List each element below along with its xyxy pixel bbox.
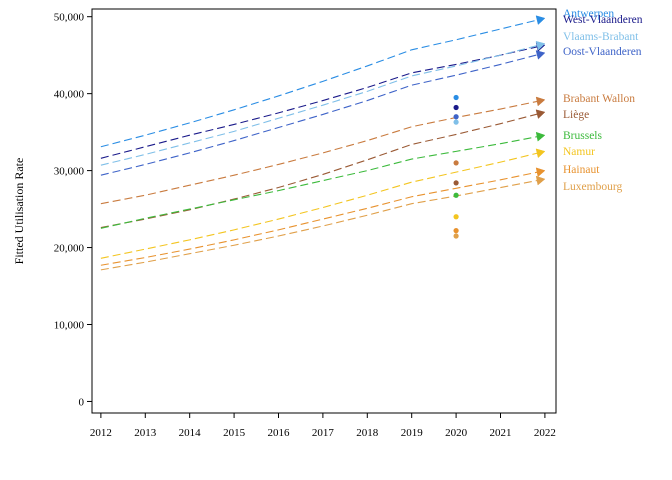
series-line	[100, 135, 540, 229]
series-arrowhead	[535, 96, 546, 107]
y-axis: 0 10,000 20,000 30,000 40,000 50,000	[54, 12, 92, 408]
series-arrowhead	[535, 148, 546, 159]
observed-point-2020	[453, 94, 459, 101]
y-axis-title: Fitted Utilisation Rate	[12, 158, 26, 265]
series-arrowhead	[535, 175, 546, 186]
series-end-label: Antwerpen	[563, 8, 614, 20]
series-line	[100, 113, 540, 229]
plot-frame	[91, 8, 557, 414]
series-end-label: Oost-Vlaanderen	[563, 46, 642, 58]
series-arrowhead	[535, 50, 546, 60]
observed-point-2020	[453, 119, 459, 125]
x-tick-label: 2017	[312, 427, 335, 439]
observed-point-2020	[453, 214, 459, 220]
x-tick-label: 2019	[401, 427, 424, 439]
x-tick-label: 2012	[90, 427, 112, 439]
observed-point-2020	[453, 180, 459, 186]
series-points	[453, 94, 459, 239]
x-tick-label: 2015	[223, 427, 246, 439]
x-tick-label: 2021	[489, 427, 511, 439]
x-tick-label: 2016	[267, 427, 290, 439]
series-arrowhead	[535, 15, 546, 25]
observed-point-2020	[453, 192, 459, 198]
series-line	[100, 44, 540, 166]
series-end-label: Brabant Wallon	[563, 93, 635, 105]
series-end-label: Vlaams-Brabant	[563, 31, 639, 43]
x-tick-label: 2020	[445, 427, 468, 439]
observed-point-2020	[453, 228, 459, 234]
x-tick-label: 2018	[356, 427, 379, 439]
y-tick-label: 20,000	[54, 243, 85, 255]
x-tick-label: 2022	[534, 427, 556, 439]
x-axis: 2012 2013 2014 2015 2016 2017 2018 2019 2020 2021…	[90, 413, 556, 439]
series-line	[100, 19, 540, 148]
series-arrowhead	[535, 167, 546, 178]
series-arrowhead	[535, 109, 546, 119]
observed-point-2020	[453, 160, 459, 166]
series-line	[100, 179, 540, 271]
series-line	[100, 53, 540, 176]
series-line	[100, 171, 540, 266]
series-end-label: Brussels	[563, 130, 603, 142]
series-line	[100, 152, 540, 259]
series-end-label: Hainaut	[563, 164, 600, 176]
y-tick-label: 10,000	[54, 320, 85, 332]
y-tick-label: 40,000	[54, 89, 85, 101]
series-end-label: Namur	[563, 146, 595, 158]
y-tick-label: 30,000	[54, 166, 85, 178]
series-end-label: Luxembourg	[563, 181, 622, 193]
y-tick-label: 50,000	[54, 12, 85, 24]
series-arrowhead	[535, 131, 546, 142]
series-line	[100, 45, 540, 159]
x-tick-label: 2013	[134, 427, 157, 439]
series-end-label: West-Vlaanderen	[563, 14, 643, 26]
series-end-label: Liège	[563, 109, 589, 121]
series-line	[100, 100, 540, 205]
x-tick-label: 2014	[179, 427, 202, 439]
series-arrowhead	[535, 40, 546, 51]
y-tick-label: 0	[79, 396, 85, 408]
series-lines	[100, 15, 546, 271]
observed-point-2020	[453, 233, 459, 239]
observed-point-2020	[453, 114, 459, 120]
observed-point-2020	[453, 104, 459, 111]
